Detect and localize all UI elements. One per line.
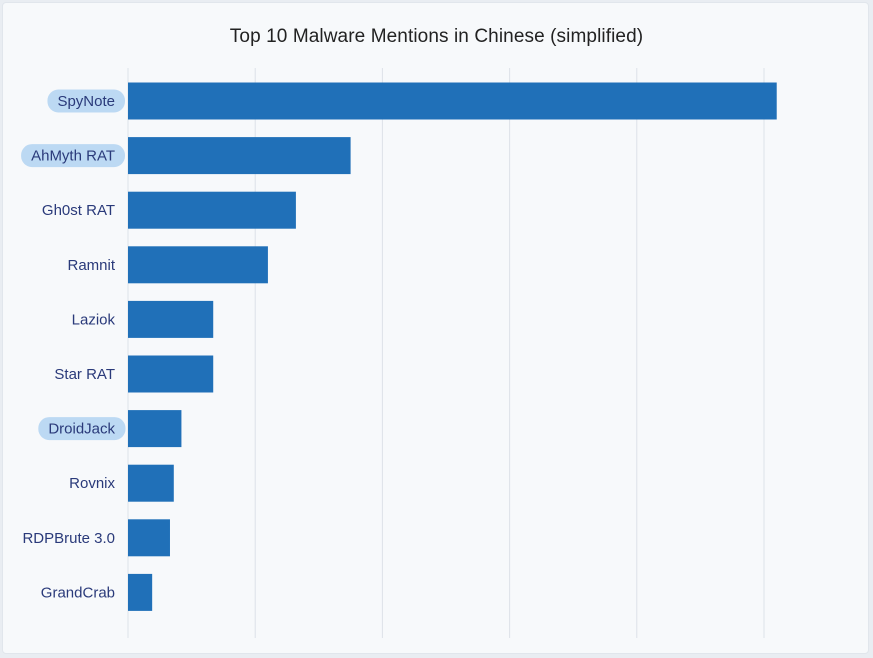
chart-title: Top 10 Malware Mentions in Chinese (simp… — [229, 26, 644, 47]
category-label: Ramnit — [67, 257, 115, 274]
highlighted-category-label: DroidJack — [38, 417, 126, 441]
category-label: DroidJack — [48, 421, 115, 438]
category-label: GrandCrab — [41, 584, 115, 601]
bar[interactable] — [128, 137, 351, 175]
bar[interactable] — [128, 410, 182, 448]
category-label: RDPBrute 3.0 — [22, 530, 115, 547]
category-label: Gh0st RAT — [42, 202, 115, 219]
category-label: Laziok — [72, 311, 116, 328]
bars — [128, 82, 777, 611]
bar[interactable] — [128, 355, 214, 393]
bar[interactable] — [128, 573, 153, 611]
bar[interactable] — [128, 191, 296, 229]
bar[interactable] — [128, 82, 777, 120]
bar[interactable] — [128, 246, 268, 284]
bar[interactable] — [128, 300, 214, 338]
category-label: SpyNote — [57, 93, 115, 110]
highlighted-category-label: SpyNote — [47, 89, 125, 113]
category-label: Rovnix — [69, 475, 115, 492]
bar[interactable] — [128, 519, 170, 557]
highlighted-category-label: AhMyth RAT — [21, 144, 125, 168]
highlight-pill — [38, 417, 126, 441]
category-labels: SpyNote AhMyth RAT Gh0st RAT Ramnit Laziok St… — [21, 89, 126, 601]
highlight-pill — [47, 89, 125, 113]
category-label: Star RAT — [54, 366, 115, 383]
bar[interactable] — [128, 464, 174, 502]
category-label: AhMyth RAT — [31, 148, 115, 165]
highlight-pill — [21, 144, 125, 168]
